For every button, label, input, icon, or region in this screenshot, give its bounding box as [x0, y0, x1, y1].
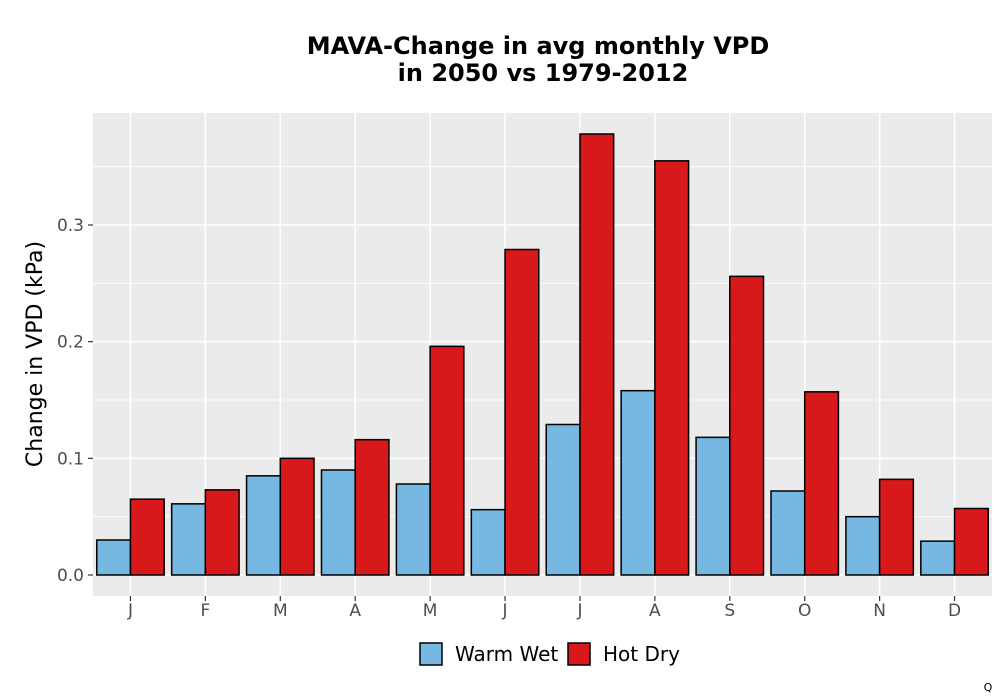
footer-mark: Q [984, 681, 993, 694]
bar-hot-dry [354, 438, 390, 576]
y-tick-label: 0.3 [57, 216, 84, 236]
x-tick-label: J [576, 601, 582, 621]
bars [95, 133, 990, 576]
bar-hot-dry [953, 507, 990, 576]
bar-warm-wet [470, 508, 506, 576]
y-tick-label: 0.0 [57, 566, 84, 586]
x-tick-label: M [423, 601, 438, 621]
bar-warm-wet [545, 423, 581, 576]
x-tick-label: J [502, 601, 508, 621]
bar-hot-dry [504, 248, 540, 576]
bar-warm-wet [95, 539, 132, 576]
bar-warm-wet [920, 540, 956, 576]
bar-warm-wet [695, 436, 731, 576]
bar-hot-dry [729, 275, 765, 576]
x-tick-label: D [948, 601, 961, 621]
chart-title-line-1: MAVA-Change in avg monthly VPD [307, 32, 770, 60]
bar-warm-wet [170, 503, 207, 576]
bar-hot-dry [279, 457, 315, 576]
bar-hot-dry [129, 498, 165, 576]
y-axis: 0.0 0.1 0.2 0.3 [57, 216, 93, 586]
bar-hot-dry [878, 478, 915, 576]
bar-warm-wet [845, 515, 881, 576]
legend: Warm Wet Hot Dry [419, 642, 680, 666]
x-tick-label: N [873, 601, 886, 621]
legend-key [419, 642, 443, 666]
legend-label: Warm Wet [455, 642, 558, 666]
x-tick-label: J [127, 601, 133, 621]
y-tick-label: 0.2 [57, 333, 84, 353]
x-tick-label: F [200, 601, 210, 621]
bar-hot-dry [429, 345, 465, 576]
bar-warm-wet [620, 389, 656, 576]
bar-hot-dry [803, 391, 840, 576]
x-tick-label: A [649, 601, 661, 621]
legend-key [567, 642, 591, 666]
x-tick-label: A [349, 601, 361, 621]
bar-hot-dry [204, 489, 240, 576]
bar-hot-dry [579, 133, 615, 576]
x-tick-label: O [798, 601, 811, 621]
chart-title-line-2: in 2050 vs 1979-2012 [398, 59, 689, 87]
x-tick-label: S [724, 601, 735, 621]
bar-warm-wet [320, 469, 356, 576]
x-tick-label: M [273, 601, 288, 621]
y-tick-label: 0.1 [57, 449, 84, 469]
bar-warm-wet [770, 490, 806, 576]
bar-hot-dry [654, 160, 690, 576]
bar-warm-wet [395, 483, 431, 576]
plot-panel [93, 113, 992, 596]
bar-warm-wet [245, 475, 282, 576]
legend-label: Hot Dry [603, 642, 680, 666]
y-axis-title: Change in VPD (kPa) [23, 241, 48, 467]
